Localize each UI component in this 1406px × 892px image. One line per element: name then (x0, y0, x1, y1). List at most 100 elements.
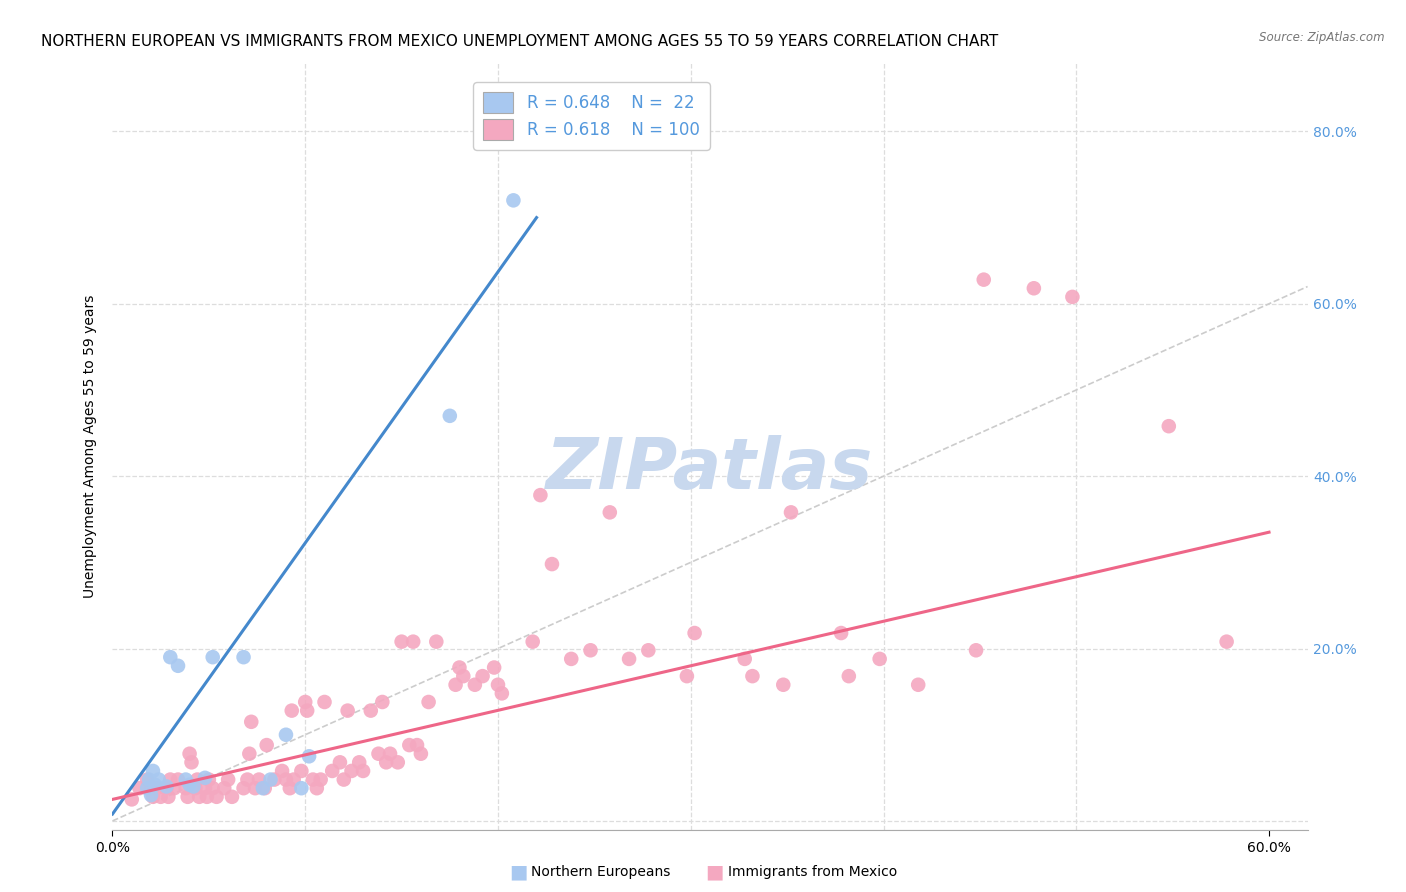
Point (741, 669, 763, 683)
Point (418, 695, 440, 709)
Point (579, 643, 602, 657)
Point (174, 772, 197, 787)
Point (1062, 290, 1084, 304)
Point (560, 652, 582, 666)
Point (425, 634, 447, 648)
Point (176, 789, 198, 804)
Point (283, 772, 305, 787)
Point (201, 650, 224, 665)
Point (482, 660, 505, 674)
Point (149, 789, 172, 804)
Point (128, 781, 150, 796)
Point (146, 781, 169, 796)
Point (205, 789, 228, 804)
Point (243, 781, 266, 796)
Point (314, 695, 336, 709)
Text: Source: ZipAtlas.com: Source: ZipAtlas.com (1260, 31, 1385, 45)
Point (121, 792, 143, 806)
Point (236, 772, 259, 787)
Point (179, 747, 201, 761)
Point (194, 771, 217, 785)
Point (378, 747, 401, 761)
Text: NORTHERN EUROPEAN VS IMMIGRANTS FROM MEXICO UNEMPLOYMENT AMONG AGES 55 TO 59 YEA: NORTHERN EUROPEAN VS IMMIGRANTS FROM MEX… (41, 34, 998, 49)
Point (194, 781, 217, 796)
Point (271, 764, 294, 778)
Point (188, 789, 211, 804)
Point (163, 781, 186, 796)
Point (232, 650, 254, 665)
Point (347, 756, 370, 770)
Point (398, 738, 420, 752)
Point (683, 626, 706, 640)
Point (157, 789, 180, 804)
Point (214, 781, 236, 796)
Point (155, 780, 177, 794)
Point (290, 764, 312, 778)
Point (838, 669, 860, 683)
Point (148, 772, 170, 787)
Point (263, 772, 285, 787)
Point (155, 781, 177, 796)
Point (375, 756, 398, 770)
Point (221, 789, 243, 804)
Point (259, 772, 281, 787)
Point (387, 756, 409, 770)
Point (183, 780, 205, 794)
Point (772, 678, 794, 692)
Point (174, 781, 197, 796)
Point (256, 738, 278, 752)
Point (232, 781, 254, 796)
Point (159, 650, 181, 665)
Point (247, 772, 270, 787)
Point (305, 781, 328, 796)
Point (780, 505, 803, 519)
Point (360, 704, 382, 718)
Point (333, 772, 356, 787)
Point (179, 778, 201, 792)
Point (973, 273, 995, 287)
Point (491, 686, 513, 700)
Point (869, 652, 891, 666)
Point (471, 669, 494, 683)
Point (136, 772, 159, 787)
Point (294, 695, 316, 709)
Point (136, 781, 159, 796)
Point (371, 695, 394, 709)
Legend: R = 0.648    N =  22, R = 0.618    N = 100: R = 0.648 N = 22, R = 0.618 N = 100 (474, 82, 710, 150)
Point (184, 781, 207, 796)
Y-axis label: Unemployment Among Ages 55 to 59 years: Unemployment Among Ages 55 to 59 years (83, 294, 97, 598)
Point (502, 194, 524, 208)
Point (439, 409, 461, 423)
Point (278, 781, 301, 796)
Point (464, 678, 486, 692)
Point (253, 781, 276, 796)
Point (637, 643, 659, 657)
Point (830, 626, 852, 640)
Point (522, 634, 544, 648)
Point (138, 772, 160, 787)
Point (907, 678, 929, 692)
Point (167, 658, 190, 673)
Point (142, 764, 165, 778)
Point (367, 747, 389, 761)
Point (352, 764, 374, 778)
Point (295, 704, 318, 718)
Point (406, 738, 429, 752)
Point (240, 714, 263, 729)
Point (449, 660, 471, 674)
Point (486, 678, 509, 692)
Point (143, 778, 166, 792)
Point (391, 634, 413, 648)
Point (617, 652, 640, 666)
Point (180, 756, 202, 770)
Point (1022, 281, 1045, 295)
Point (340, 764, 363, 778)
Point (238, 747, 260, 761)
Point (1215, 634, 1237, 648)
Point (274, 772, 297, 787)
Text: ■: ■ (706, 863, 724, 882)
Point (302, 772, 325, 787)
Point (734, 652, 756, 666)
Point (402, 634, 425, 648)
Point (139, 788, 162, 802)
